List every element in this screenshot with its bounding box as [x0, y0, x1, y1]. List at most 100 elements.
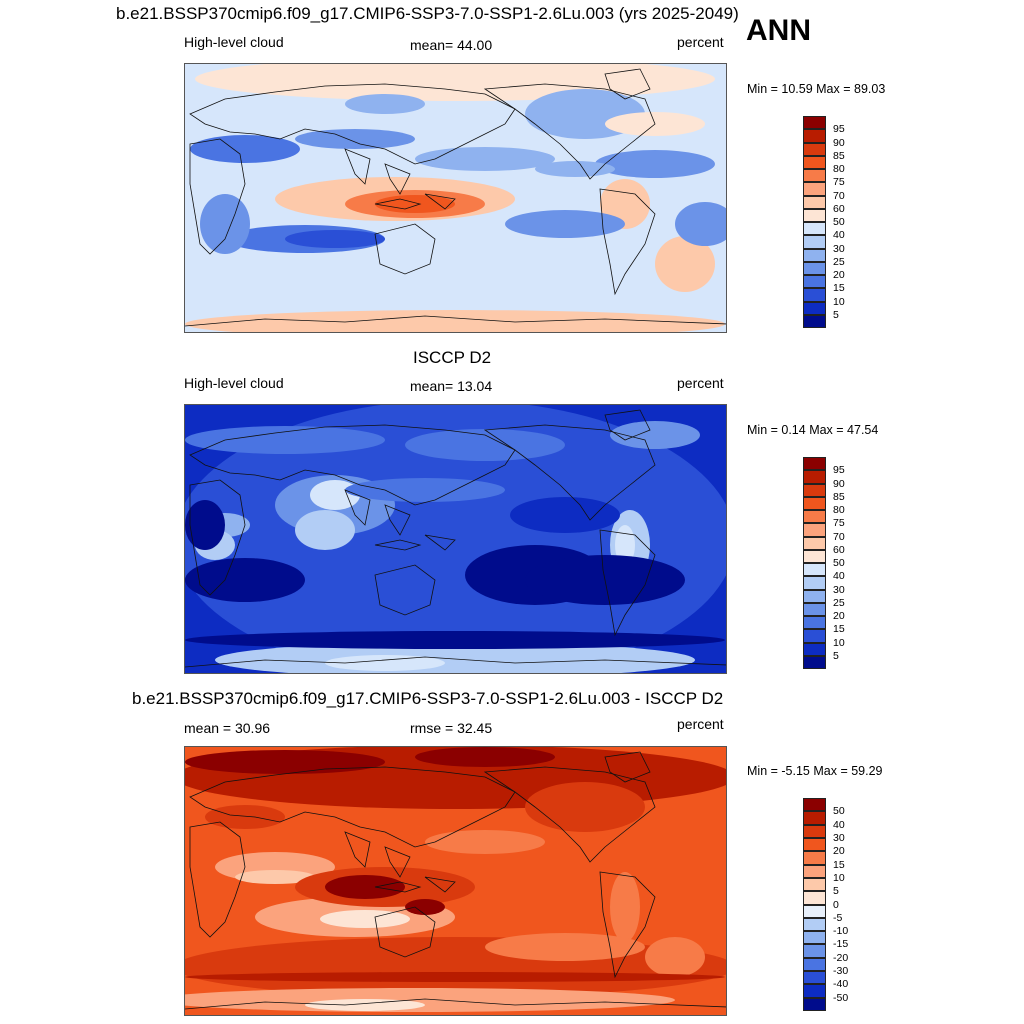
colorbar-segment — [803, 483, 826, 497]
colorbar-segment — [803, 248, 826, 262]
contour-region — [325, 655, 445, 671]
colorbar-segment — [803, 931, 826, 945]
colorbar-tick-label: 85 — [833, 490, 845, 503]
contour-region — [415, 747, 555, 767]
panel3-rmse-label: rmse = 32.45 — [410, 720, 493, 736]
colorbar-segment — [803, 602, 826, 616]
contour-region — [185, 500, 225, 550]
colorbar-tick-label: 40 — [833, 570, 845, 583]
panel2-colorbar — [803, 457, 826, 669]
colorbar-segment — [803, 629, 826, 643]
colorbar-segment — [803, 864, 826, 878]
colorbar-segment — [803, 891, 826, 905]
contour-region — [190, 135, 300, 163]
colorbar-segment — [803, 155, 826, 169]
colorbar-segment — [803, 523, 826, 537]
colorbar-tick-label: 5 — [833, 308, 839, 321]
contour-region — [615, 525, 635, 565]
colorbar-segment — [803, 837, 826, 852]
panel1-left-label: High-level cloud — [184, 34, 284, 50]
colorbar-segment — [803, 142, 826, 156]
colorbar-tick-label: -10 — [833, 925, 849, 938]
contour-region — [345, 94, 425, 114]
colorbar-segment — [803, 275, 826, 289]
colorbar-tick-label: 10 — [833, 636, 845, 649]
colorbar-segment — [803, 195, 826, 209]
contour-region — [595, 150, 715, 178]
colorbar-segment — [803, 589, 826, 603]
contour-region — [375, 195, 455, 213]
coastlines — [185, 409, 726, 668]
contour-fills — [185, 747, 726, 1012]
contour-region — [235, 870, 315, 884]
colorbar-tick-label: 95 — [833, 464, 845, 477]
contour-region — [185, 310, 725, 332]
contour-region — [405, 899, 445, 915]
colorbar-segment — [803, 851, 826, 865]
contour-region — [320, 910, 410, 928]
panel2-title: ISCCP D2 — [413, 348, 492, 367]
colorbar-segment — [803, 904, 826, 918]
panel1-map-canvas — [185, 64, 726, 332]
colorbar-tick-label: 75 — [833, 176, 845, 189]
colorbar-tick-label: 25 — [833, 596, 845, 609]
contour-region — [405, 429, 565, 461]
panel2-minmax: Min = 0.14 Max = 47.54 — [747, 423, 879, 437]
contour-region — [655, 236, 715, 292]
contour-region — [200, 194, 250, 254]
contour-region — [485, 933, 645, 961]
colorbar-segment — [803, 563, 826, 577]
colorbar-tick-label: 70 — [833, 189, 845, 202]
panel2-map — [184, 404, 727, 674]
colorbar-segment — [803, 182, 826, 196]
coastlines — [185, 751, 726, 1010]
colorbar-tick-label: 75 — [833, 517, 845, 530]
contour-region — [205, 805, 285, 829]
colorbar-segment — [803, 576, 826, 590]
panel1-map — [184, 63, 727, 333]
colorbar-tick-label: 90 — [833, 477, 845, 490]
panel2-units-label: percent — [677, 375, 724, 391]
colorbar-tick-label: 5 — [833, 649, 839, 662]
contour-region — [295, 129, 415, 149]
colorbar-segment — [803, 314, 826, 328]
season-label: ANN — [746, 14, 811, 47]
contour-region — [645, 937, 705, 977]
colorbar-tick-label: 20 — [833, 610, 845, 622]
colorbar-segment — [803, 288, 826, 302]
colorbar-segment — [803, 811, 826, 825]
colorbar-tick-label: 80 — [833, 504, 845, 516]
colorbar-tick-label: 25 — [833, 255, 845, 268]
colorbar-tick-label: -20 — [833, 951, 849, 964]
colorbar-tick-label: -30 — [833, 965, 849, 978]
colorbar-segment — [803, 470, 826, 484]
contour-region — [185, 631, 725, 649]
colorbar-segment — [803, 301, 826, 315]
contour-region — [610, 421, 700, 449]
contour-region — [185, 750, 385, 774]
colorbar-segment — [803, 536, 826, 550]
colorbar-tick-label: -40 — [833, 978, 849, 991]
colorbar-tick-label: -15 — [833, 938, 849, 951]
panel3-minmax: Min = -5.15 Max = 59.29 — [747, 764, 883, 778]
colorbar-segment — [803, 971, 826, 985]
contour-region — [285, 230, 385, 248]
colorbar-segment — [803, 510, 826, 524]
colorbar-tick-label: 20 — [833, 269, 845, 281]
coastlines — [185, 68, 726, 327]
panel3-left-label: mean = 30.96 — [184, 720, 271, 736]
colorbar-segment — [803, 457, 826, 471]
colorbar-tick-label: 15 — [833, 623, 845, 636]
contour-region — [525, 782, 645, 832]
colorbar-segment — [803, 261, 826, 275]
colorbar-segment — [803, 984, 826, 998]
colorbar-tick-label: 15 — [833, 858, 845, 871]
colorbar-segment — [803, 208, 826, 222]
panel2-left-label: High-level cloud — [184, 375, 284, 391]
colorbar-segment — [803, 917, 826, 932]
colorbar-segment — [803, 116, 826, 130]
contour-region — [185, 937, 726, 997]
contour-region — [535, 161, 615, 177]
colorbar-segment — [803, 169, 826, 183]
panel2-map-canvas — [185, 405, 726, 673]
